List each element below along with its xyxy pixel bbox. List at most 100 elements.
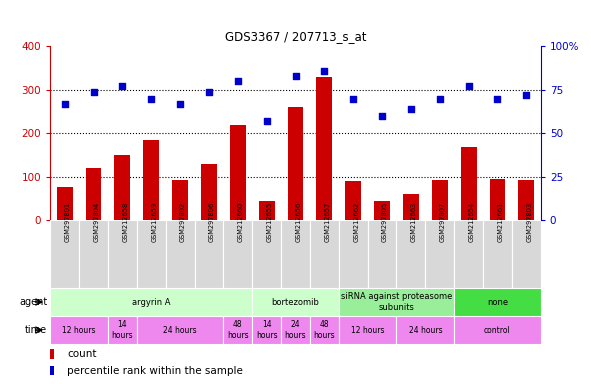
Text: GSM297805: GSM297805 — [382, 202, 388, 242]
Bar — [461, 147, 476, 220]
Text: none: none — [487, 298, 508, 306]
Bar — [201, 164, 217, 220]
Text: 24 hours: 24 hours — [163, 326, 197, 334]
Point — [262, 118, 271, 124]
Text: control: control — [484, 326, 511, 334]
Bar — [50, 288, 252, 316]
Bar — [137, 316, 223, 344]
Bar — [230, 124, 246, 220]
Point — [349, 96, 358, 102]
Text: GSM212656: GSM212656 — [296, 202, 301, 242]
Text: 12 hours: 12 hours — [62, 326, 96, 334]
Bar — [79, 220, 108, 288]
Text: time: time — [25, 325, 47, 335]
Text: GSM212660: GSM212660 — [238, 202, 244, 242]
Point — [147, 96, 156, 102]
Point — [464, 83, 473, 89]
Bar — [345, 181, 361, 220]
Text: GSM297803: GSM297803 — [527, 202, 532, 242]
Bar — [108, 316, 137, 344]
Bar — [57, 187, 73, 220]
Bar — [50, 349, 54, 359]
Bar — [518, 180, 534, 220]
Point — [60, 101, 69, 107]
Text: GSM212663: GSM212663 — [411, 202, 417, 242]
Bar — [454, 316, 541, 344]
Point — [493, 96, 502, 102]
Text: GSM212661: GSM212661 — [498, 202, 504, 242]
Point — [320, 68, 329, 74]
Bar — [50, 316, 108, 344]
Text: GSM297801: GSM297801 — [64, 202, 71, 242]
Bar — [223, 220, 252, 288]
Bar — [259, 200, 275, 220]
Bar — [143, 140, 159, 220]
Bar — [339, 288, 454, 316]
Point — [291, 73, 300, 79]
Bar — [483, 220, 512, 288]
Bar — [252, 288, 339, 316]
Bar — [310, 220, 339, 288]
Text: 24
hours: 24 hours — [285, 320, 306, 340]
Text: argyrin A: argyrin A — [132, 298, 170, 306]
Text: agent: agent — [19, 297, 47, 307]
Point — [89, 89, 98, 95]
Text: 48
hours: 48 hours — [314, 320, 335, 340]
Point — [176, 101, 185, 107]
Text: percentile rank within the sample: percentile rank within the sample — [67, 366, 243, 376]
Bar — [426, 220, 454, 288]
Bar — [454, 220, 483, 288]
Text: GSM297807: GSM297807 — [440, 202, 446, 242]
Bar — [108, 220, 137, 288]
Text: GSM297802: GSM297802 — [180, 202, 186, 242]
Point — [435, 96, 444, 102]
Text: GSM212658: GSM212658 — [122, 202, 128, 242]
Text: 14
hours: 14 hours — [112, 320, 133, 340]
Text: GSM212654: GSM212654 — [469, 202, 475, 242]
Text: GSM212662: GSM212662 — [353, 202, 359, 242]
Point — [118, 83, 127, 89]
Bar — [223, 316, 252, 344]
Point — [522, 92, 531, 98]
Text: GSM297806: GSM297806 — [209, 202, 215, 242]
Text: GSM212659: GSM212659 — [151, 202, 157, 242]
Text: 24 hours: 24 hours — [408, 326, 442, 334]
Bar — [316, 77, 332, 220]
Text: siRNA against proteasome
subunits: siRNA against proteasome subunits — [341, 292, 452, 312]
Text: bortezomib: bortezomib — [271, 298, 320, 306]
Bar — [281, 220, 310, 288]
Bar — [137, 220, 165, 288]
Bar — [454, 288, 541, 316]
Bar — [310, 316, 339, 344]
Point — [204, 89, 214, 95]
Point — [233, 78, 242, 84]
Text: 48
hours: 48 hours — [227, 320, 249, 340]
Bar — [397, 220, 426, 288]
Text: GDS3367 / 207713_s_at: GDS3367 / 207713_s_at — [225, 30, 366, 43]
Bar — [374, 200, 390, 220]
Text: 12 hours: 12 hours — [351, 326, 384, 334]
Text: GSM212657: GSM212657 — [324, 202, 330, 242]
Bar — [432, 180, 448, 220]
Bar — [339, 220, 368, 288]
Bar — [489, 179, 505, 220]
Bar — [194, 220, 223, 288]
Bar — [288, 107, 303, 220]
Bar — [281, 316, 310, 344]
Bar — [115, 155, 130, 220]
Bar — [368, 220, 397, 288]
Point — [377, 113, 387, 119]
Text: count: count — [67, 349, 97, 359]
Bar — [252, 220, 281, 288]
Bar — [50, 220, 79, 288]
Bar — [397, 316, 454, 344]
Point — [406, 106, 415, 112]
Bar — [252, 316, 281, 344]
Bar — [50, 366, 54, 375]
Text: GSM212655: GSM212655 — [267, 202, 272, 242]
Bar — [165, 220, 194, 288]
Bar — [339, 316, 397, 344]
Text: 14
hours: 14 hours — [256, 320, 277, 340]
Bar — [403, 194, 419, 220]
Bar — [86, 168, 102, 220]
